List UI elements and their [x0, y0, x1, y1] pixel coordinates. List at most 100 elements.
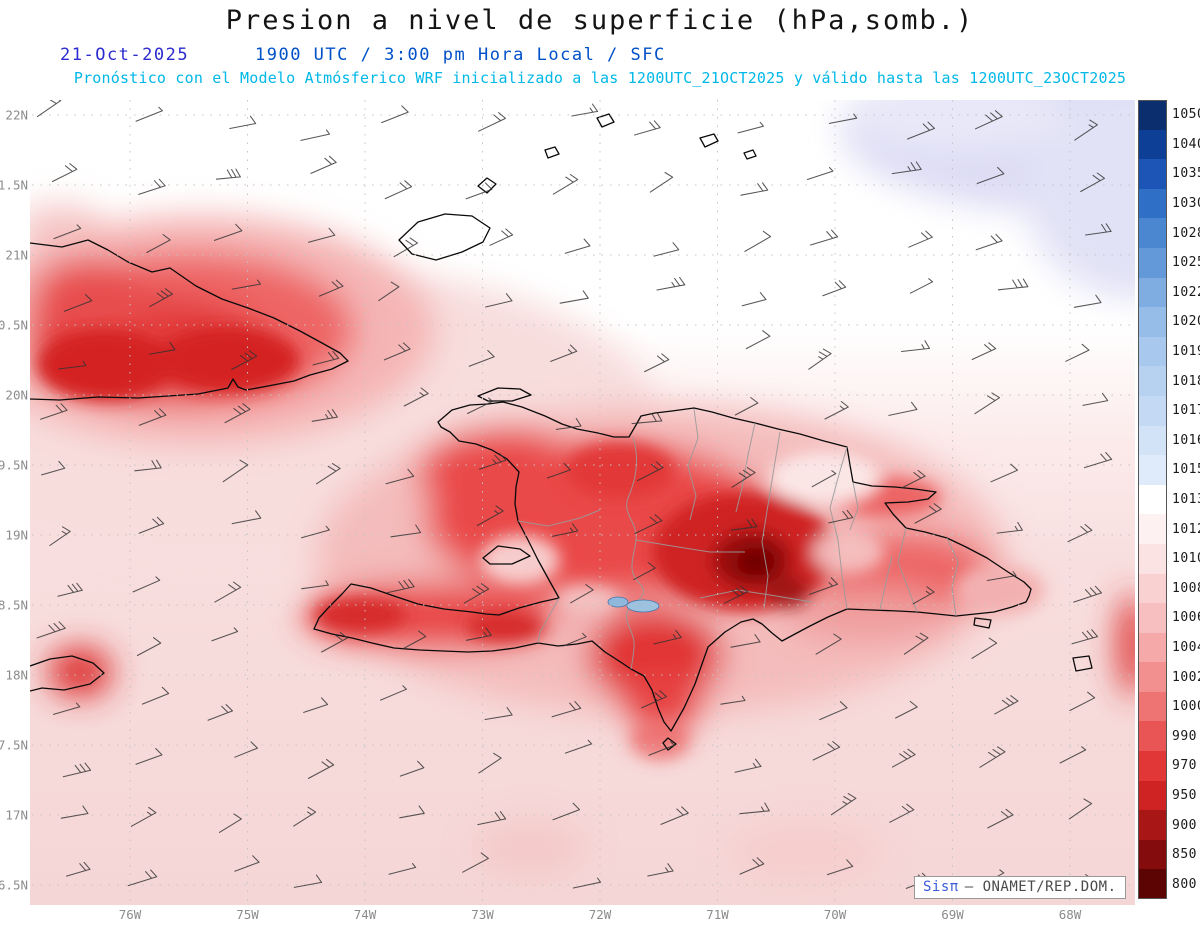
colorbar-swatch: [1138, 247, 1167, 278]
colorbar-value: 900: [1172, 817, 1197, 833]
wind-barb: [986, 570, 1017, 582]
wind-barb: [996, 521, 1023, 534]
wind-barb: [1065, 343, 1090, 362]
x-axis-label: 70W: [824, 907, 847, 922]
wind-barb: [975, 233, 1003, 251]
colorbar-swatch: [1138, 691, 1167, 722]
wind-barb: [649, 171, 674, 193]
colorbar-swatch: [1138, 336, 1167, 367]
colorbar-segment: 850: [1138, 839, 1200, 870]
colorbar-swatch: [1138, 484, 1167, 515]
wind-barb: [62, 762, 92, 778]
wind-barb: [293, 806, 317, 827]
y-axis-label: 8.5N: [0, 598, 28, 613]
x-axis-label: 69W: [941, 907, 964, 922]
wind-barb: [744, 230, 772, 252]
colorbar-segment: 1013: [1138, 484, 1200, 515]
wind-barb: [312, 350, 340, 366]
wind-barb: [909, 278, 934, 294]
wind-barb: [1074, 119, 1098, 141]
pressure-colorbar: 1050 1040 1035 1030 1028 1025 1022 1020 1019 1018…: [1138, 100, 1200, 900]
province-line: [687, 408, 699, 521]
wind-barb: [388, 862, 417, 875]
jamaica-coastline: [30, 655, 105, 692]
colorbar-value: 1015: [1172, 462, 1200, 478]
wind-barb: [734, 758, 762, 773]
colorbar-swatch: [1138, 603, 1167, 633]
wind-barb: [1059, 746, 1087, 764]
colorbar-value: 800: [1172, 876, 1197, 892]
wind-barb: [1069, 691, 1096, 712]
colorbar-value: 1013: [1172, 492, 1200, 508]
wind-barb: [739, 857, 765, 875]
wind-barb: [1068, 798, 1093, 820]
x-axis-label: 73W: [471, 907, 494, 922]
valid-time-line: 1900 UTC / 3:00 pm Hora Local / SFC: [255, 45, 666, 65]
colorbar-value: 1040: [1172, 136, 1200, 152]
wind-barb: [41, 460, 66, 476]
coastlines: [30, 113, 1093, 751]
x-axis-label: 68W: [1059, 907, 1082, 922]
wind-barb: [634, 120, 661, 136]
wind-barb: [660, 806, 689, 825]
wind-barb: [571, 103, 599, 117]
tortuga-island: [477, 387, 532, 402]
y-axis-label: 7.5N: [0, 738, 28, 753]
wind-barb: [634, 514, 663, 534]
colorbar-segment: 950: [1138, 780, 1200, 811]
wind-barb: [1073, 294, 1102, 308]
wind-barb: [403, 387, 429, 407]
wind-barb: [138, 516, 165, 534]
colorbar-segment: 1025: [1138, 247, 1200, 278]
colorbar-swatch: [1138, 839, 1167, 870]
wind-barb: [465, 182, 493, 200]
wind-barb: [647, 863, 674, 877]
wind-barb: [36, 621, 66, 639]
province-line: [879, 555, 893, 611]
wind-barb: [234, 741, 259, 758]
wind-barb: [912, 586, 935, 605]
wind-barb: [465, 627, 492, 641]
great-inagua-island: [398, 213, 491, 261]
wind-barb: [301, 580, 329, 590]
colorbar-segment: 1002: [1138, 662, 1200, 692]
wind-barb: [141, 686, 170, 705]
colorbar-swatch: [1138, 721, 1167, 752]
wind-barb: [889, 803, 915, 823]
wind-barb: [63, 293, 93, 312]
wind-barb: [149, 341, 176, 355]
wind-barb: [65, 861, 91, 877]
wind-barb: [812, 740, 841, 761]
y-axis-label: 17N: [5, 808, 28, 823]
wind-barb: [808, 348, 832, 370]
colorbar-swatch: [1138, 366, 1167, 396]
wind-barb: [36, 100, 62, 118]
valid-date: 21-Oct-2025: [60, 45, 190, 65]
colorbar-segment: 1004: [1138, 632, 1200, 663]
colorbar-value: 1030: [1172, 196, 1200, 212]
wind-barb: [130, 806, 157, 827]
wind-barb: [1071, 629, 1099, 645]
wind-barb: [300, 129, 331, 141]
wind-barb: [135, 747, 163, 765]
wind-barb: [908, 230, 933, 248]
colorbar-swatch: [1138, 751, 1167, 781]
colorbar-segment: 1019: [1138, 336, 1200, 367]
colorbar-value: 1050: [1172, 107, 1200, 123]
wind-barb: [484, 707, 513, 721]
colorbar-segment: 1020: [1138, 307, 1200, 337]
colorbar-value: 1017: [1172, 403, 1200, 419]
wind-barb: [49, 526, 71, 547]
wind-barb: [231, 279, 261, 290]
wind-barb: [383, 342, 411, 361]
wind-barb: [730, 518, 758, 531]
colorbar-segment: 1018: [1138, 366, 1200, 396]
x-axis-label: 72W: [589, 907, 612, 922]
wind-barb: [653, 242, 680, 257]
colorbar-value: 1012: [1172, 521, 1200, 537]
wind-barb: [987, 808, 1014, 829]
wind-barb: [562, 632, 587, 647]
wind-barb: [218, 813, 242, 833]
wind-barb: [631, 412, 663, 425]
wind-barb: [1067, 523, 1093, 543]
